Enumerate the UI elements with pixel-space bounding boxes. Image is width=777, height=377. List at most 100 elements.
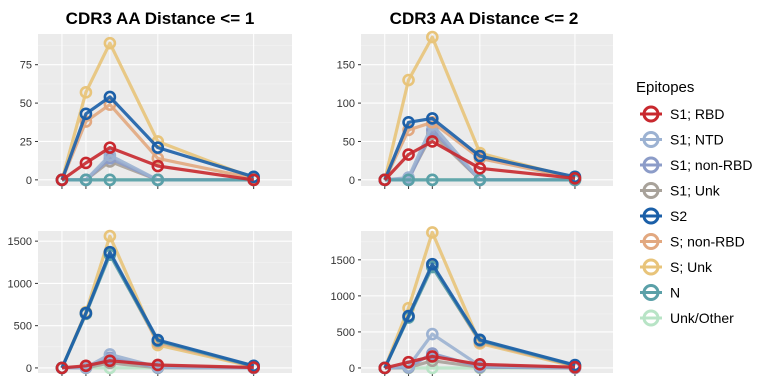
legend-item-s1-ntd: S1; NTD xyxy=(640,131,724,148)
series-line xyxy=(60,102,255,181)
y-tick-label: 0 xyxy=(26,363,32,375)
legend-item-s2: S2 xyxy=(640,207,687,225)
legend-label: S; Unk xyxy=(670,259,713,275)
legend-label: N xyxy=(670,285,680,301)
y-tick-label: 1000 xyxy=(331,291,355,303)
legend-label: Unk/Other xyxy=(670,310,734,326)
data-point xyxy=(426,135,439,148)
panel-background xyxy=(361,231,613,373)
data-point xyxy=(79,359,93,373)
legend-item-s1-rbd: S1; RBD xyxy=(640,105,724,123)
y-tick-label: 50 xyxy=(343,136,355,148)
column-title-1: CDR3 AA Distance <= 1 xyxy=(66,9,255,28)
legend-item-s-unk: S; Unk xyxy=(640,258,713,276)
y-tick-label: 75 xyxy=(20,60,32,72)
y-tick-label: 150 xyxy=(337,60,355,72)
data-point xyxy=(103,245,117,259)
legend-key-point xyxy=(642,182,660,199)
y-tick-label: 0 xyxy=(26,175,32,187)
data-point xyxy=(103,229,117,243)
legend-item-s-non-rbd: S; non-RBD xyxy=(640,233,745,250)
series-s1-rbd xyxy=(55,354,260,375)
legend-key-point xyxy=(642,233,660,250)
y-tick-label: 1500 xyxy=(331,255,355,267)
legend-item-s1-unk: S1; Unk xyxy=(640,182,721,199)
data-point xyxy=(55,173,69,187)
data-point xyxy=(55,361,69,375)
y-tick-label: 0 xyxy=(349,175,355,187)
legend-key-point xyxy=(642,309,660,327)
panel-bottom-left: 0 500 1000 1500 xyxy=(8,229,292,376)
series-line xyxy=(383,262,576,369)
series-line xyxy=(60,41,255,181)
y-tick-label: 500 xyxy=(14,321,32,333)
series-s1-rbd xyxy=(378,135,582,187)
data-point xyxy=(79,306,93,320)
y-tick-label: 0 xyxy=(349,363,355,375)
data-point xyxy=(426,257,439,271)
data-point xyxy=(103,90,117,104)
data-point xyxy=(473,333,487,347)
legend-key-point xyxy=(642,207,660,225)
series-line xyxy=(60,250,255,369)
data-point xyxy=(247,173,260,187)
data-point xyxy=(378,173,392,187)
data-point xyxy=(151,173,165,187)
y-tick-label: 1500 xyxy=(8,236,32,248)
series-line xyxy=(60,95,255,181)
data-point xyxy=(426,226,439,239)
data-point xyxy=(426,30,439,44)
data-point xyxy=(426,112,439,125)
column-title-2: CDR3 AA Distance <= 2 xyxy=(390,9,579,28)
legend-label: S1; Unk xyxy=(670,183,721,199)
data-point xyxy=(79,156,93,170)
data-point xyxy=(473,358,487,371)
data-point xyxy=(103,141,117,154)
legend-item-n: N xyxy=(640,284,680,301)
series-line xyxy=(383,139,576,181)
data-point xyxy=(402,148,415,161)
data-point xyxy=(103,148,117,162)
data-point xyxy=(79,173,93,187)
legend-label: S1; non-RBD xyxy=(670,157,752,173)
y-tick-label: 25 xyxy=(20,136,32,148)
data-point xyxy=(473,173,487,187)
y-tick-label: 1000 xyxy=(8,278,32,290)
data-point xyxy=(103,173,117,187)
legend-label: S1; RBD xyxy=(670,106,724,122)
data-point xyxy=(378,361,392,375)
data-point xyxy=(402,173,415,187)
legend-key-point xyxy=(642,284,660,301)
legend-label: S; non-RBD xyxy=(670,234,745,250)
series-line xyxy=(383,116,576,181)
data-point xyxy=(79,86,93,99)
legend-key-point xyxy=(642,131,660,148)
legend-label: S1; NTD xyxy=(670,132,724,148)
series-line xyxy=(61,146,254,182)
data-point xyxy=(79,107,93,121)
data-point xyxy=(473,162,487,175)
y-tick-label: 500 xyxy=(337,327,355,339)
series-s2 xyxy=(55,90,260,187)
data-point xyxy=(247,361,260,374)
data-point xyxy=(568,172,582,185)
data-point xyxy=(426,350,439,363)
data-point xyxy=(151,159,165,173)
series-s1-rbd xyxy=(55,141,260,187)
data-point xyxy=(473,149,487,163)
legend-key-point xyxy=(642,105,660,123)
data-point xyxy=(402,309,415,323)
data-point xyxy=(568,360,582,374)
data-point xyxy=(103,98,117,111)
legend-item-s1-non-rbd: S1; non-RBD xyxy=(640,156,752,174)
legend: Epitopes S1; RBD S1; NTD S1; non-RBD S1; Un… xyxy=(636,79,752,327)
series-n xyxy=(378,173,582,187)
panel-background xyxy=(38,231,292,373)
panel-top-right: 0 50 100 150 xyxy=(337,30,613,189)
data-point xyxy=(151,358,165,372)
series-s1-rbd xyxy=(378,350,582,375)
data-point xyxy=(103,36,117,50)
y-tick-label: 100 xyxy=(337,98,355,110)
data-point xyxy=(402,355,415,369)
